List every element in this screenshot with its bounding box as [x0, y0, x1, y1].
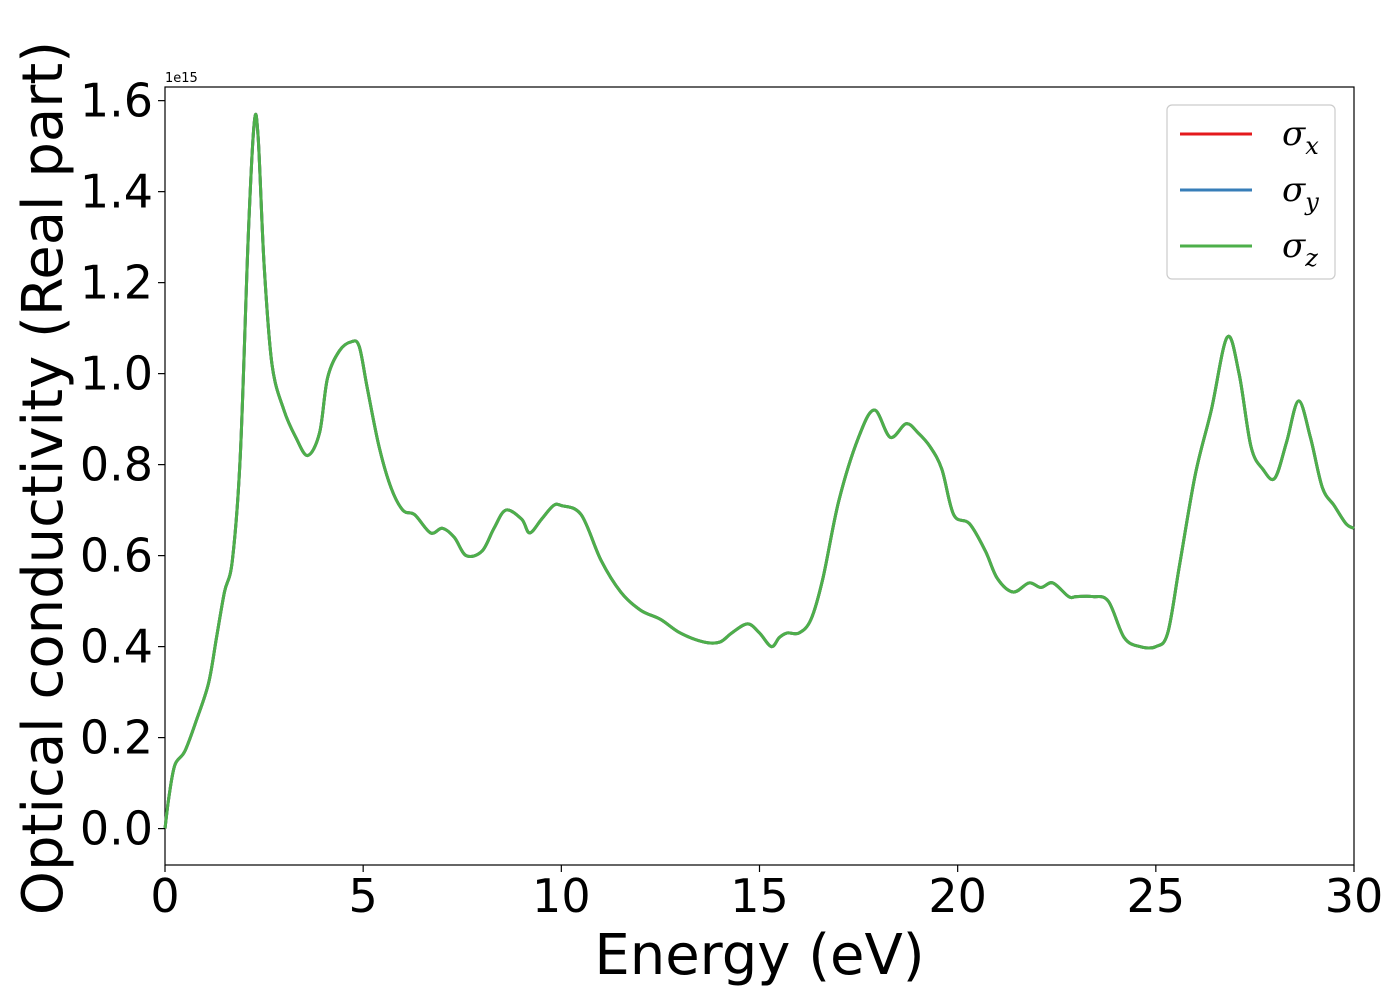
- legend-symbol: σ: [1282, 114, 1306, 154]
- x-tick-label: 15: [730, 869, 789, 923]
- legend-subscript: y: [1304, 188, 1319, 216]
- x-tick-label: 25: [1127, 869, 1186, 923]
- x-tick-label: 20: [928, 869, 987, 923]
- y-tick-label: 0.0: [80, 802, 153, 856]
- y-tick-label: 1.0: [80, 347, 153, 401]
- y-offset-label: 1e15: [165, 71, 198, 86]
- y-tick-label: 1.6: [80, 74, 153, 128]
- legend-subscript: x: [1305, 132, 1319, 160]
- legend-subscript: z: [1304, 244, 1318, 272]
- legend-symbol: σ: [1282, 170, 1306, 210]
- x-tick-label: 30: [1325, 869, 1384, 923]
- series-layer: [163, 112, 1355, 829]
- y-tick-label: 0.8: [80, 438, 153, 492]
- y-tick-label: 1.4: [80, 165, 153, 219]
- y-tick-label: 1.2: [80, 256, 153, 310]
- series-line-σz: [163, 112, 1355, 829]
- legend-label: σx: [1282, 114, 1319, 160]
- y-tick-label: 0.2: [80, 711, 153, 765]
- y-axis: 0.0 0.2 0.4 0.6 0.8 1.0 1.2 1.4 1.6: [80, 74, 165, 856]
- legend-box: [1166, 104, 1336, 280]
- x-tick-label: 0: [150, 869, 179, 923]
- legend-label: σz: [1282, 226, 1318, 272]
- y-tick-label: 0.6: [80, 529, 153, 583]
- legend-label: σy: [1282, 170, 1319, 216]
- x-tick-label: 5: [349, 869, 378, 923]
- y-axis-label: Optical conductivity (Real part): [11, 41, 76, 915]
- y-tick-label: 0.4: [80, 620, 153, 674]
- x-axis: 0 5 10 15 20 25 30: [150, 865, 1383, 923]
- x-axis-label: Energy (eV): [594, 923, 924, 988]
- legend-symbol: σ: [1282, 226, 1306, 266]
- x-tick-label: 10: [532, 869, 591, 923]
